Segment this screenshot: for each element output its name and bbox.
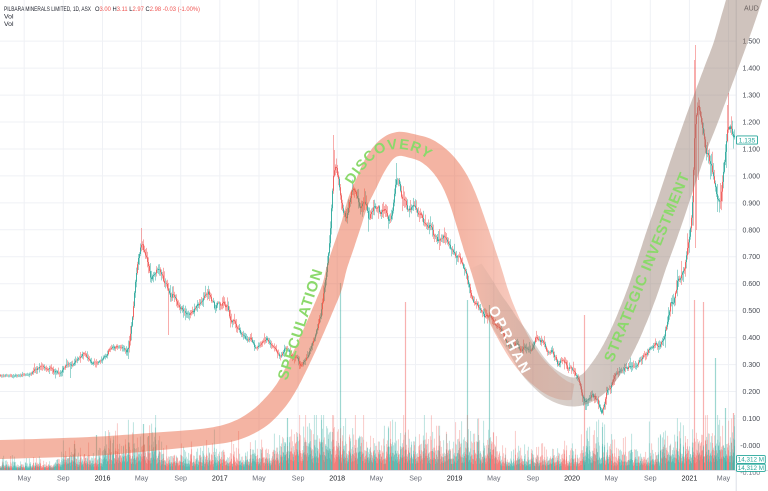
svg-text:May: May xyxy=(135,475,149,483)
svg-text:May: May xyxy=(604,475,618,483)
svg-text:2018: 2018 xyxy=(329,475,345,483)
svg-text:2016: 2016 xyxy=(95,475,111,483)
svg-text:Vol: Vol xyxy=(4,21,14,28)
svg-text:May: May xyxy=(370,475,384,483)
svg-text:Sep: Sep xyxy=(57,475,70,483)
svg-text:0.700: 0.700 xyxy=(743,254,761,261)
svg-text:0.500: 0.500 xyxy=(743,308,761,315)
svg-text:14,312 M: 14,312 M xyxy=(738,457,764,464)
svg-text:14,312 M: 14,312 M xyxy=(738,465,764,472)
svg-text:O3.00 H3.11 L2.97 C2.98 -0.03: O3.00 H3.11 L2.97 C2.98 -0.03 (-1.00%) xyxy=(95,6,200,13)
svg-text:2021: 2021 xyxy=(682,475,698,483)
svg-text:0.900: 0.900 xyxy=(743,200,761,207)
svg-text:0.800: 0.800 xyxy=(743,227,761,234)
svg-text:2019: 2019 xyxy=(447,475,463,483)
svg-text:1.135: 1.135 xyxy=(739,137,756,144)
svg-text:May: May xyxy=(252,475,266,483)
svg-text:Sep: Sep xyxy=(409,475,422,483)
svg-text:0.300: 0.300 xyxy=(743,362,761,369)
svg-text:May: May xyxy=(487,475,501,483)
svg-text:PILBARA MINERALS LIMITED, 1D,: PILBARA MINERALS LIMITED, 1D, ASX xyxy=(4,6,91,13)
svg-text:1.400: 1.400 xyxy=(743,66,761,73)
svg-text:1.300: 1.300 xyxy=(743,93,761,100)
svg-text:2020: 2020 xyxy=(564,475,580,483)
svg-text:1.100: 1.100 xyxy=(743,146,761,153)
svg-text:-0.000: -0.000 xyxy=(740,443,760,450)
svg-text:1.500: 1.500 xyxy=(743,39,761,46)
svg-text:May: May xyxy=(17,475,31,483)
svg-text:0.600: 0.600 xyxy=(743,281,761,288)
svg-text:Sep: Sep xyxy=(644,475,657,483)
svg-text:Sep: Sep xyxy=(292,475,305,483)
svg-text:0.100: 0.100 xyxy=(743,416,761,423)
svg-text:Sep: Sep xyxy=(527,475,540,483)
svg-text:2017: 2017 xyxy=(212,475,228,483)
svg-text:Sep: Sep xyxy=(174,475,187,483)
svg-text:-0.100: -0.100 xyxy=(740,470,760,477)
svg-text:0.200: 0.200 xyxy=(743,389,761,396)
svg-text:Vol: Vol xyxy=(4,14,14,21)
svg-text:0.400: 0.400 xyxy=(743,335,761,342)
svg-text:May: May xyxy=(717,475,731,483)
svg-text:1.200: 1.200 xyxy=(743,120,761,127)
svg-text:1.000: 1.000 xyxy=(743,173,761,180)
